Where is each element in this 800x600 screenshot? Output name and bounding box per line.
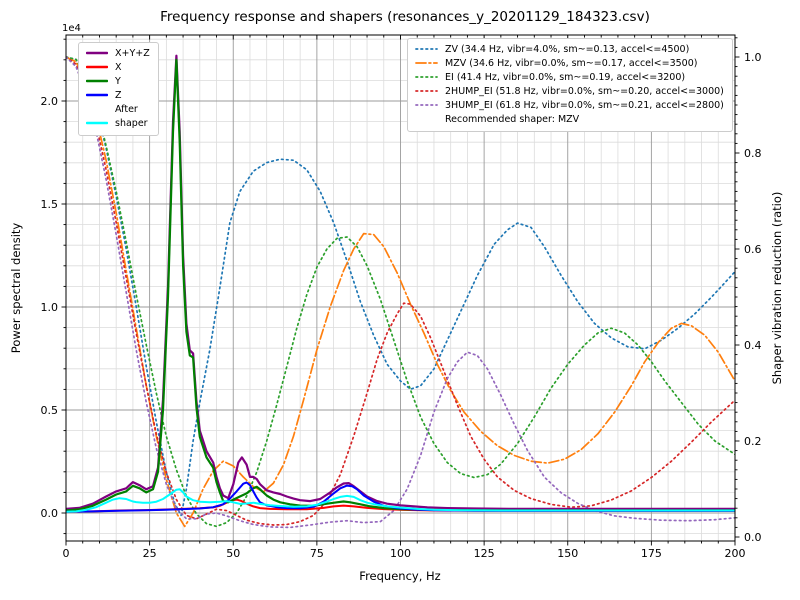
legend-label: 3HUMP_EI (61.8 Hz, vibr=0.0%, sm~=0.21, … <box>445 100 724 112</box>
series-EI <box>66 56 735 528</box>
3hump_ei-line-icon <box>415 99 438 113</box>
legend-line-sample <box>85 122 109 125</box>
tick-label-x-50: 50 <box>226 547 240 560</box>
legend-line-sample <box>415 62 438 64</box>
legend-label: Z <box>115 90 122 102</box>
tick-label-x-25: 25 <box>143 547 157 560</box>
legend-shaper-item-ZV: ZV (34.4 Hz, vibr=4.0%, sm~=0.13, accel<… <box>415 43 724 57</box>
y-axis-label-left: Power spectral density <box>9 223 23 354</box>
y-axis-label-right: Shaper vibration reduction (ratio) <box>770 192 784 385</box>
axis-ticks <box>61 35 740 546</box>
series-ZV <box>66 56 735 517</box>
legend-line-sample <box>415 76 438 78</box>
tick-label-x-175: 175 <box>641 547 662 560</box>
y-line-icon <box>85 75 109 89</box>
z-line-icon <box>85 89 109 103</box>
ei-line-icon <box>415 71 438 85</box>
tick-label-yr-0.4: 0.4 <box>744 339 762 352</box>
legend-shaper-item-MZV: MZV (34.6 Hz, vibr=0.0%, sm~=0.17, accel… <box>415 57 724 71</box>
legend-label: Y <box>115 76 121 88</box>
tick-label-yr-0.2: 0.2 <box>744 435 762 448</box>
tick-label-yl-0.0: 0.0 <box>41 507 59 520</box>
mzv-line-icon <box>415 57 438 71</box>
tick-label-x-150: 150 <box>557 547 578 560</box>
legend-shaper-item-3HUMP_EI: 3HUMP_EI (61.8 Hz, vibr=0.0%, sm~=0.21, … <box>415 99 724 113</box>
legend-line-sample <box>415 104 438 107</box>
legend-line-sample <box>85 93 109 97</box>
legend-label: EI (41.4 Hz, vibr=0.0%, sm~=0.19, accel<… <box>445 72 686 84</box>
legend-shaper-item-EI: EI (41.4 Hz, vibr=0.0%, sm~=0.19, accel<… <box>415 71 724 85</box>
series-3HUMP_EI <box>66 56 735 529</box>
chart-title: Frequency response and shapers (resonanc… <box>160 9 650 25</box>
legend-shaper-item-2HUMP_EI: 2HUMP_EI (51.8 Hz, vibr=0.0%, sm~=0.20, … <box>415 85 724 99</box>
legend-psd-item-Z: Z <box>85 89 150 103</box>
legend-line-sample <box>85 79 109 83</box>
tick-label-yr-1.0: 1.0 <box>744 51 762 64</box>
legend-shapers: ZV (34.4 Hz, vibr=4.0%, sm~=0.13, accel<… <box>407 38 733 133</box>
legend-psd-item-X+Y+Z: X+Y+Z <box>85 47 150 61</box>
legend-line-sample <box>85 65 109 69</box>
legend-line-sample <box>415 90 438 93</box>
legend-label: ZV (34.4 Hz, vibr=4.0%, sm~=0.13, accel<… <box>445 44 690 55</box>
y-offset-label: 1e4 <box>62 23 81 34</box>
legend-label: 2HUMP_EI (51.8 Hz, vibr=0.0%, sm~=0.20, … <box>445 86 724 98</box>
tick-label-yr-0.0: 0.0 <box>744 531 762 544</box>
zv-line-icon <box>415 43 438 57</box>
legend-label: MZV (34.6 Hz, vibr=0.0%, sm~=0.17, accel… <box>445 58 698 70</box>
recommended-shaper-note: Recommended shaper: MZV <box>445 114 580 126</box>
tick-label-yr-0.8: 0.8 <box>744 147 762 160</box>
tick-label-x-75: 75 <box>310 547 324 560</box>
tick-label-yl-1.0: 1.0 <box>41 301 59 314</box>
legend-label: X <box>115 62 122 74</box>
tick-label-x-0: 0 <box>63 547 70 560</box>
legend-psd-item-X: X <box>85 61 150 75</box>
x-axis-label: Frequency, Hz <box>359 569 440 583</box>
legend-label: X+Y+Z <box>115 48 150 59</box>
tick-label-yl-1.5: 1.5 <box>41 198 59 211</box>
legend-psd-item-After: After shaper <box>85 103 150 131</box>
legend-psd: X+Y+Z X Y Z After shaper <box>78 42 159 137</box>
2hump_ei-line-icon <box>415 85 438 99</box>
x-line-icon <box>85 61 109 75</box>
tick-label-x-125: 125 <box>474 547 495 560</box>
tick-label-yr-0.6: 0.6 <box>744 243 762 256</box>
series-After-shaper <box>66 488 735 513</box>
legend-psd-item-Y: Y <box>85 75 150 89</box>
legend-line-sample <box>415 48 438 50</box>
legend-label: After shaper <box>115 104 148 130</box>
after-line-icon <box>85 117 109 131</box>
tick-label-x-100: 100 <box>390 547 411 560</box>
legend-line-sample <box>85 51 109 55</box>
series-2HUMP_EI <box>66 56 735 526</box>
tick-label-yl-0.5: 0.5 <box>41 404 59 417</box>
tick-label-x-200: 200 <box>725 547 746 560</box>
tick-label-yl-2.0: 2.0 <box>41 95 59 108</box>
x+y+z-line-icon <box>85 47 109 61</box>
